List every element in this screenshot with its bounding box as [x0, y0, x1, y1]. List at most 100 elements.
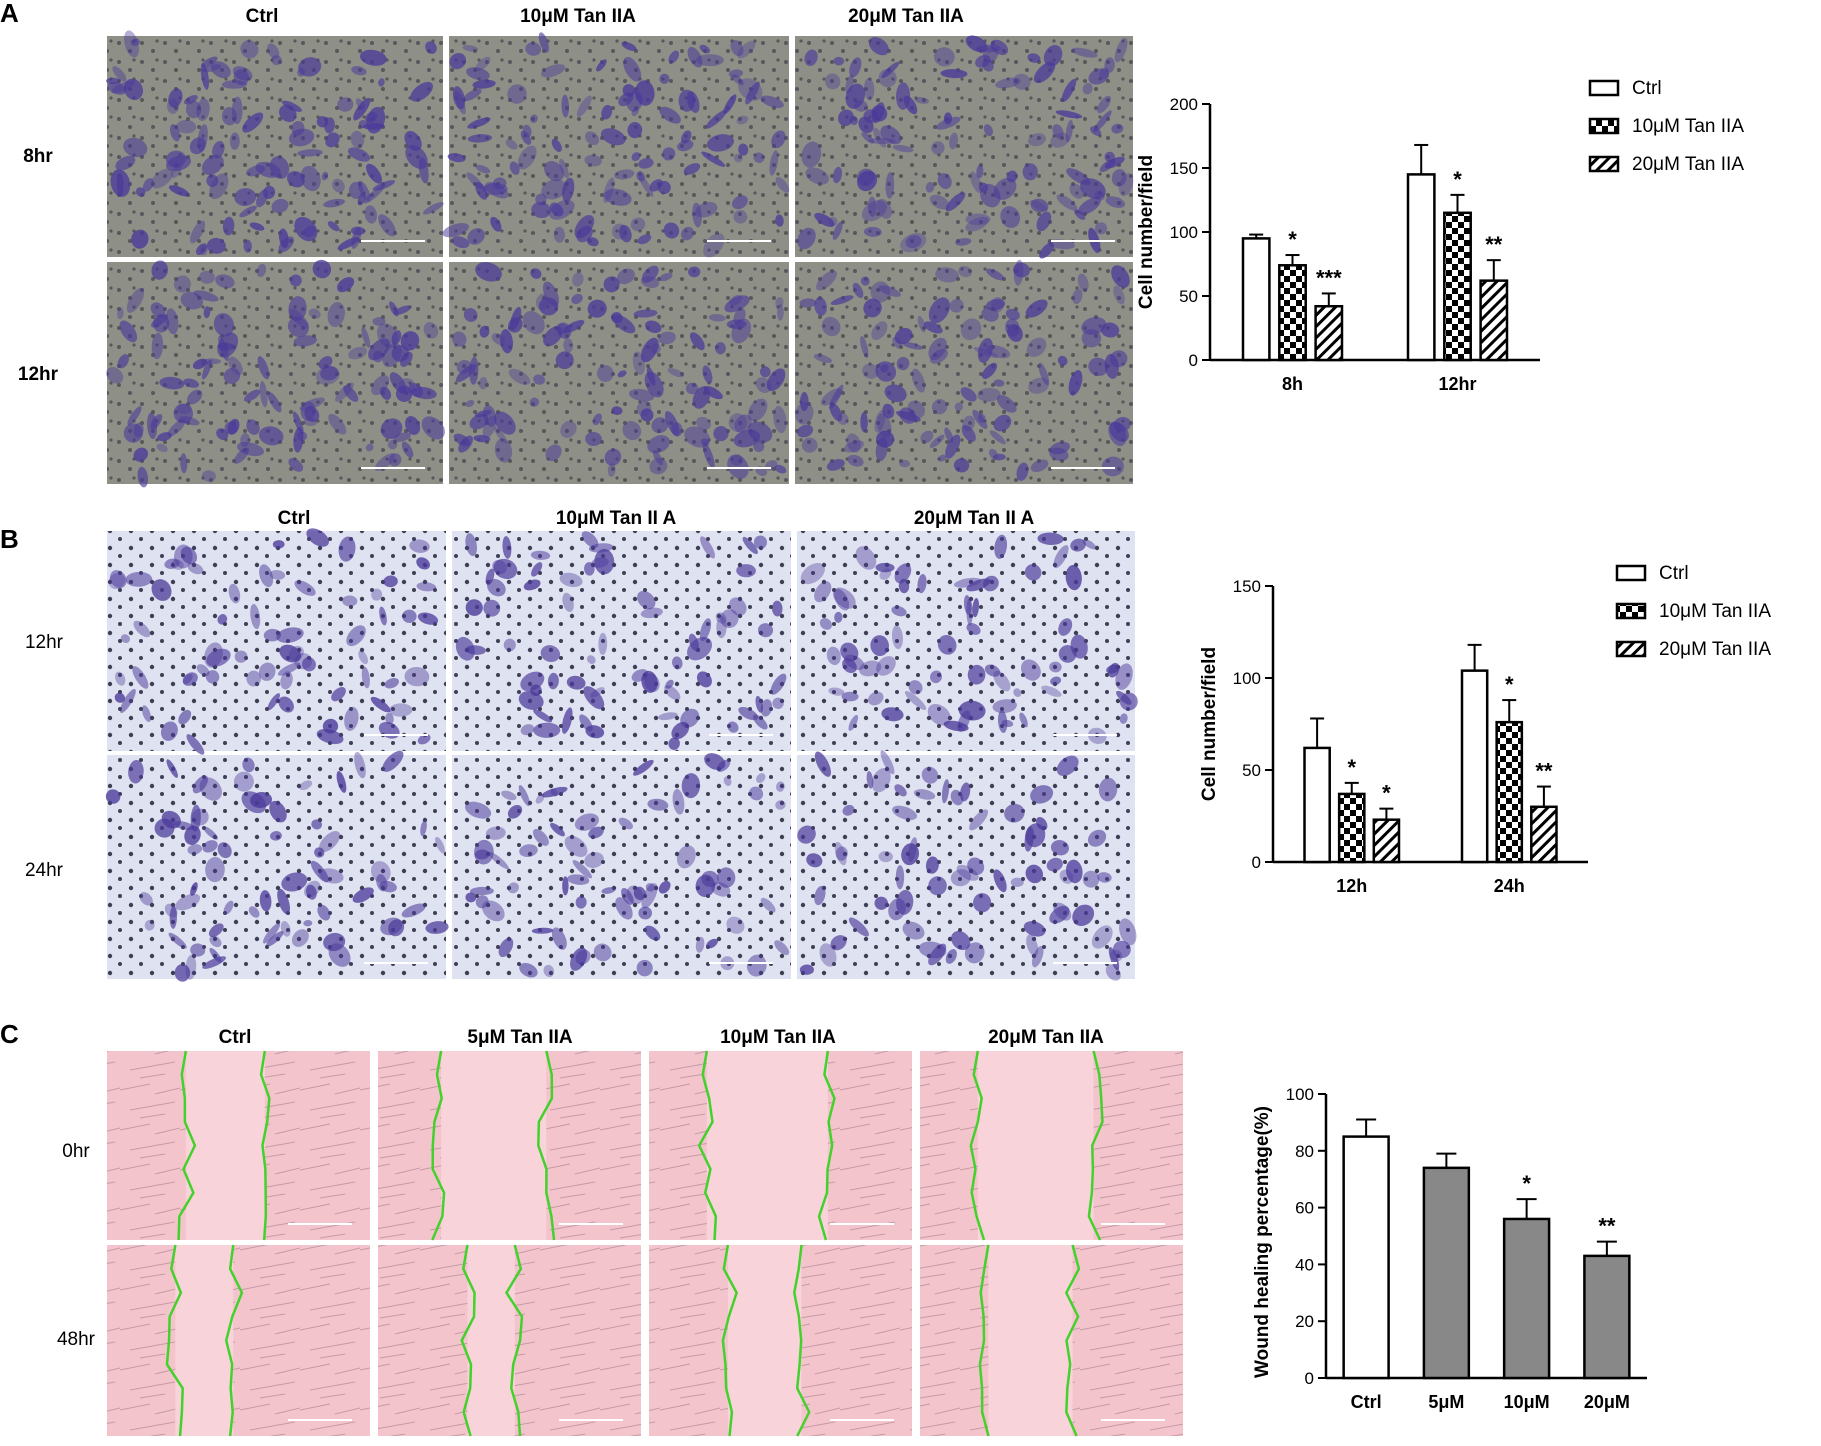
bar-8h-1 — [1278, 264, 1307, 362]
panel-c-row-label-0hr: 0hr — [62, 1141, 90, 1162]
micrograph-b-r1-c1 — [107, 528, 446, 755]
wound-edge-right — [537, 1050, 556, 1241]
y-tick-label: 200 — [1170, 95, 1198, 114]
significance-mark: ** — [1598, 1214, 1616, 1239]
wound-edge-right — [259, 1050, 271, 1241]
micrograph-a-r2-c3 — [795, 259, 1133, 484]
panel-c-col-label-20um: 20μM Tan IIA — [988, 1027, 1104, 1048]
panel-c-col-label-5um: 5μM Tan IIA — [467, 1027, 573, 1048]
micrograph-c-r2-c1 — [107, 1244, 370, 1437]
micrograph-c-r2-c2 — [378, 1244, 641, 1437]
significance-mark: * — [1522, 1171, 1531, 1196]
legend-label: 10μM Tan IIA — [1632, 116, 1744, 137]
bar-8h-0 — [1241, 237, 1271, 362]
wound-edge-left — [165, 1244, 184, 1437]
significance-mark: * — [1453, 167, 1462, 192]
micrograph-c-r1-c2 — [378, 1050, 641, 1241]
panel-b-micrographs — [105, 528, 1138, 982]
wound-edge-right — [793, 1244, 811, 1437]
micrograph-c-r1-c3 — [649, 1050, 912, 1241]
wound-edge-left — [177, 1050, 197, 1241]
legend-label: 20μM Tan IIA — [1632, 154, 1744, 175]
legend-swatch — [1588, 155, 1620, 173]
bar-12h-0 — [1303, 746, 1331, 864]
significance-mark: ** — [1485, 232, 1503, 257]
x-tick-label: 5μM — [1428, 1392, 1464, 1412]
wound-edge-left — [431, 1050, 446, 1241]
panel-b-col-label-ctrl: Ctrl — [278, 508, 311, 529]
legend-label: Ctrl — [1659, 563, 1689, 584]
legend-swatch — [1588, 79, 1620, 97]
bar-24h-2 — [1530, 805, 1558, 864]
significance-mark: * — [1288, 227, 1297, 252]
y-tick-label: 40 — [1295, 1255, 1314, 1274]
significance-mark: ** — [1535, 759, 1553, 784]
y-tick-label: 100 — [1286, 1085, 1314, 1104]
x-tick-label: 12h — [1336, 876, 1367, 896]
bar-24h-0 — [1460, 669, 1489, 864]
panel-letter-c: C — [0, 1019, 19, 1049]
panel-b-row-label-24hr: 24hr — [25, 860, 64, 881]
panel-c-col-label-ctrl: Ctrl — [219, 1027, 252, 1048]
bar-10μM — [1502, 1217, 1551, 1380]
wound-edge-left — [697, 1050, 718, 1241]
bar-Ctrl — [1342, 1135, 1390, 1380]
y-tick-label: 100 — [1233, 669, 1261, 688]
bar-20μM — [1583, 1254, 1631, 1380]
legend-label: 20μM Tan IIA — [1659, 639, 1771, 660]
wound-edge-right — [817, 1050, 836, 1241]
wound-edge-right — [224, 1244, 244, 1437]
micrograph-c-r2-c4 — [920, 1244, 1183, 1437]
legend-swatch — [1615, 602, 1647, 620]
bar-5μM — [1422, 1166, 1471, 1380]
micrograph-b-r2-c1 — [105, 750, 449, 982]
panel-c-col-label-10um: 10μM Tan IIA — [720, 1027, 836, 1048]
significance-mark: *** — [1316, 265, 1342, 290]
micrograph-c-r1-c1 — [107, 1050, 370, 1241]
y-tick-label: 150 — [1170, 159, 1198, 178]
wound-edge-left — [978, 1244, 990, 1437]
significance-mark: * — [1347, 755, 1356, 780]
panel-a-col-label-ctrl: Ctrl — [246, 6, 279, 27]
legend-label: Ctrl — [1632, 78, 1662, 99]
chart-c-wound-healing: 0 20 40 60 80 100 Wound healing percentage(%) C… — [1252, 1085, 1647, 1412]
x-tick-label: 10μM — [1504, 1392, 1550, 1412]
wound-edge-right — [1064, 1244, 1081, 1437]
legend-label: 10μM Tan IIA — [1659, 601, 1771, 622]
micrograph-a-r1-c1 — [105, 30, 444, 257]
bar-12hr-0 — [1406, 173, 1436, 362]
x-tick-label: 8h — [1282, 374, 1303, 394]
wound-edge-left — [969, 1050, 986, 1241]
panel-a-col-label-20um: 20μM Tan IIA — [848, 6, 964, 27]
y-tick-label: 50 — [1179, 287, 1198, 306]
panel-a-row-label-8hr: 8hr — [23, 146, 53, 167]
micrograph-b-r1-c2 — [452, 531, 791, 751]
wound-edge-left — [721, 1244, 739, 1437]
wound-edge-left — [460, 1244, 476, 1437]
y-axis-label: Cell number/field — [1136, 155, 1157, 309]
panel-letter-a: A — [0, 0, 19, 28]
y-tick-label: 100 — [1170, 223, 1198, 242]
panel-c-row-label-48hr: 48hr — [57, 1329, 96, 1350]
significance-mark: * — [1382, 781, 1391, 806]
y-axis-label: Wound healing percentage(%) — [1252, 1106, 1273, 1378]
bar-12h-2 — [1372, 818, 1401, 864]
y-tick-label: 50 — [1242, 761, 1261, 780]
y-tick-label: 20 — [1295, 1312, 1314, 1331]
panel-b-row-label-12hr: 12hr — [25, 632, 64, 653]
legend-swatch — [1615, 564, 1647, 582]
y-tick-label: 80 — [1295, 1142, 1314, 1161]
bar-24h-1 — [1495, 720, 1524, 864]
y-axis-label: Cell number/field — [1199, 647, 1220, 801]
bar-12hr-1 — [1443, 211, 1472, 362]
panel-b-col-label-10um: 10μM Tan II A — [556, 508, 677, 529]
micrograph-a-r1-c3 — [795, 35, 1134, 259]
y-tick-label: 0 — [1305, 1369, 1314, 1388]
legend-swatch — [1588, 117, 1620, 135]
panel-a-row-label-12hr: 12hr — [18, 364, 59, 385]
significance-mark: * — [1505, 672, 1514, 697]
micrograph-c-r1-c4 — [920, 1050, 1183, 1241]
